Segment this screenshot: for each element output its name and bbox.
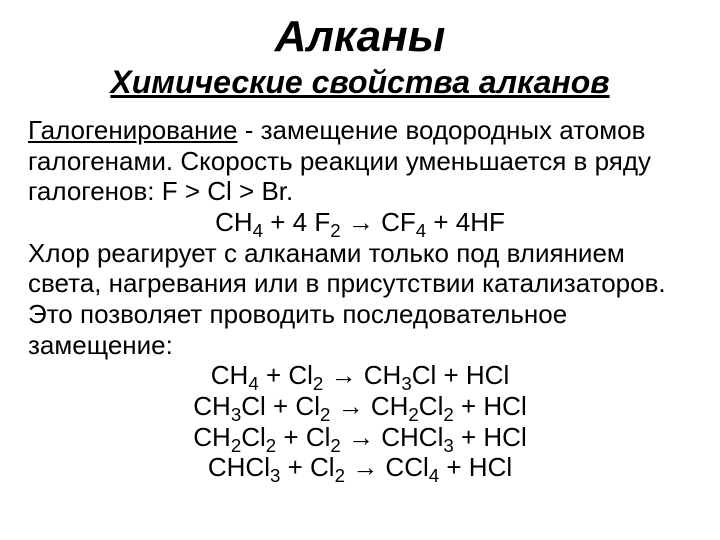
equation-4: CH2Cl2 + Cl2 → CHCl3 + HCl xyxy=(28,422,692,453)
paragraph-halogenation: Галогенирование - замещение водородных а… xyxy=(28,115,692,207)
page-subtitle: Химические свойства алканов xyxy=(28,64,692,101)
equation-5: CHCl3 + Cl2 → CCl4 + HCl xyxy=(28,452,692,483)
slide: Алканы Химические свойства алканов Галог… xyxy=(0,0,720,540)
equation-1: CH4 + 4 F2 → CF4 + 4HF xyxy=(28,207,692,238)
equation-2: CH4 + Cl2 → CH3Cl + HCl xyxy=(28,360,692,391)
body-content: Галогенирование - замещение водородных а… xyxy=(28,115,692,483)
term-halogenation: Галогенирование xyxy=(28,115,238,145)
page-title: Алканы xyxy=(28,12,692,62)
equation-3: CH3Cl + Cl2 → CH2Cl2 + HCl xyxy=(28,391,692,422)
paragraph-chlorine: Хлор реагирует с алканами только под вли… xyxy=(28,238,692,361)
